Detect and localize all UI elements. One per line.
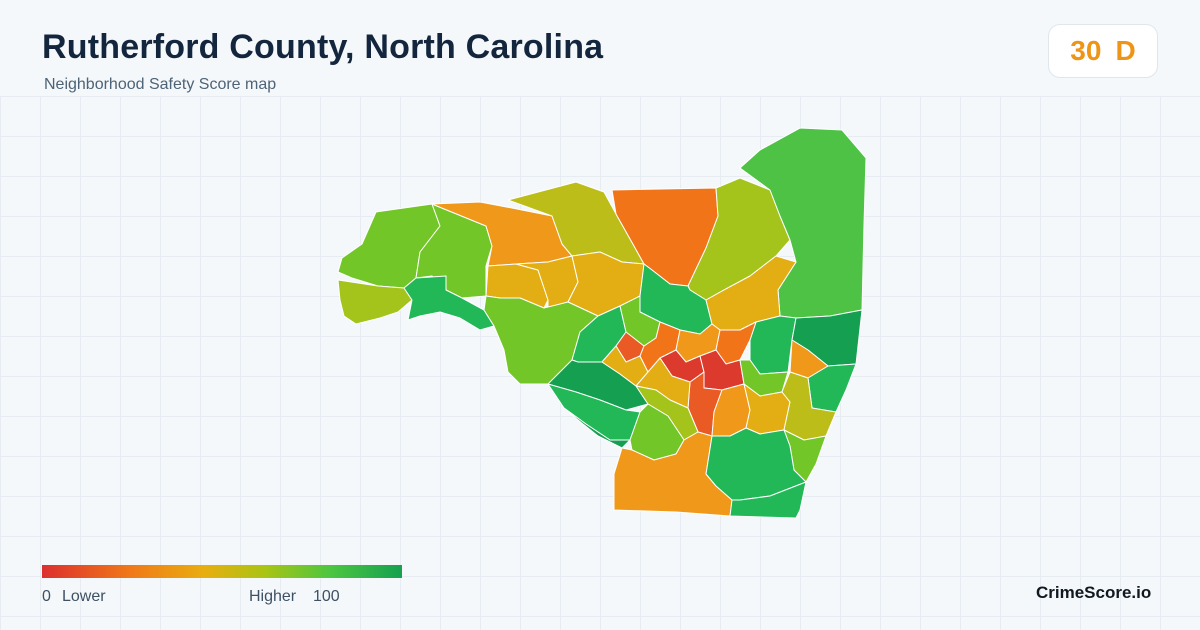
grade-value: D (1115, 35, 1136, 66)
legend-min-value: 0 (42, 588, 51, 605)
legend-max-value: 100 (313, 588, 340, 605)
legend-min-label: Lower (62, 588, 106, 605)
legend-gradient-bar (42, 565, 402, 578)
brand-logo-text[interactable]: CrimeScore.io (1036, 583, 1152, 602)
page-title: Rutherford County, North Carolina (42, 28, 604, 66)
region-south-emerald-b[interactable] (729, 481, 807, 519)
region-east-olive[interactable] (781, 371, 837, 441)
region-south-emerald-a[interactable] (705, 427, 807, 501)
header: Rutherford County, North Carolina Neighb… (0, 0, 1200, 96)
region-west-lower[interactable] (337, 279, 413, 325)
score-badge: 30 D (1048, 24, 1158, 78)
legend-max-label: Higher (249, 588, 297, 605)
region-west-teal[interactable] (403, 275, 495, 331)
page-subtitle: Neighborhood Safety Score map (44, 76, 277, 93)
region-east-emerald[interactable] (749, 315, 797, 375)
score-value: 30 (1070, 35, 1102, 66)
region-sw-emerald-c[interactable] (563, 407, 631, 449)
